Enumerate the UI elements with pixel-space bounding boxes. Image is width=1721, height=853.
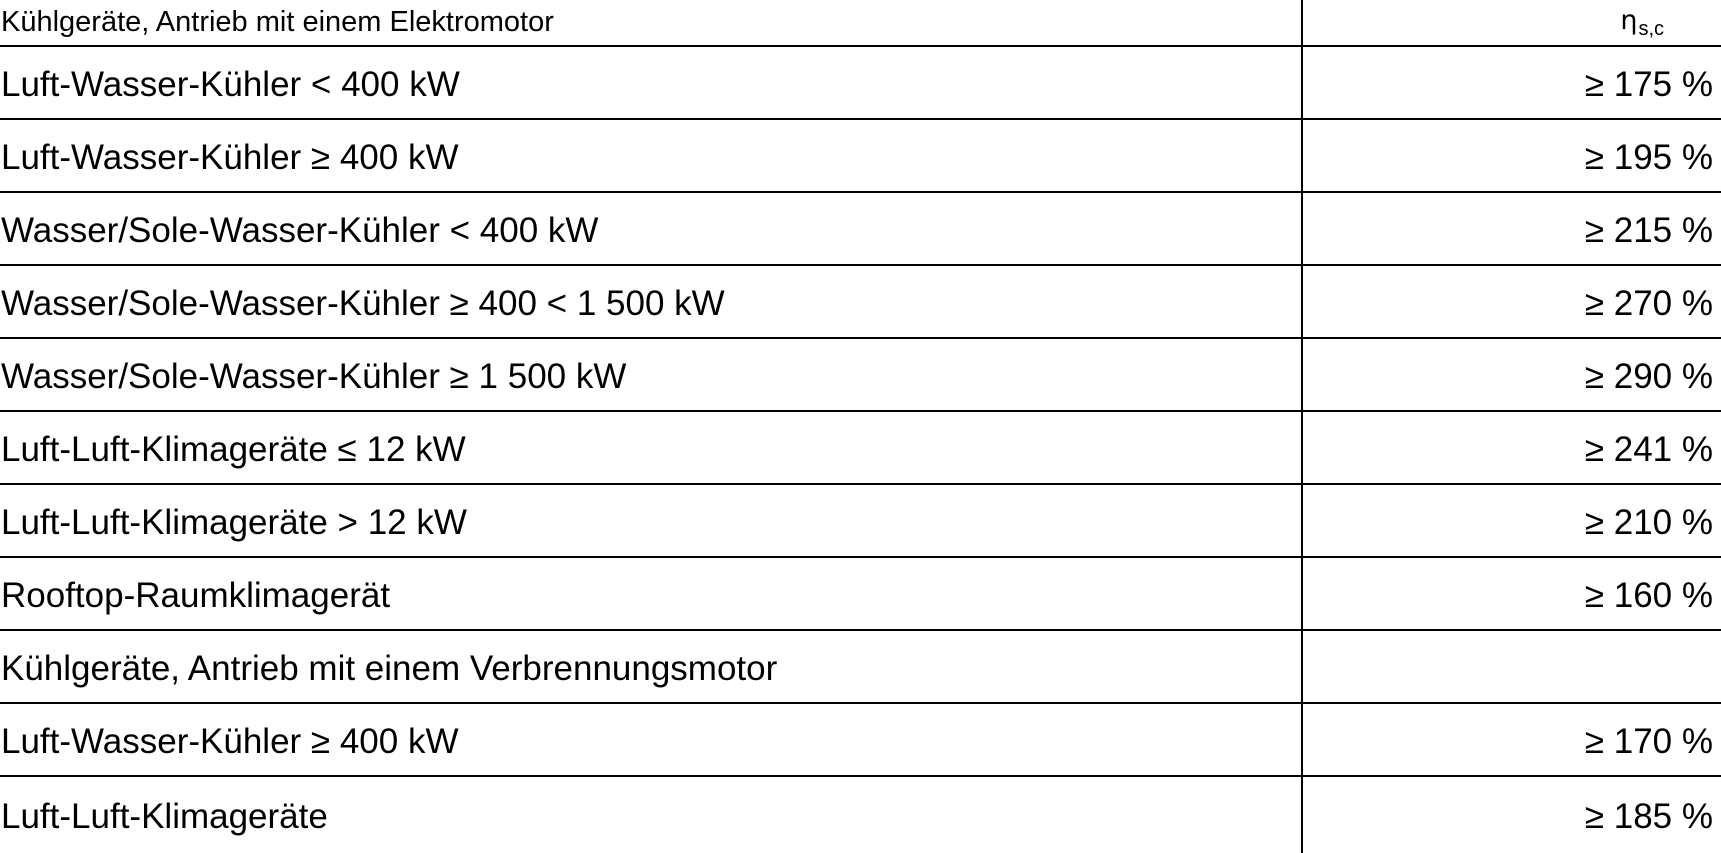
table-row: Wasser/Sole-Wasser-Kühler < 400 kW ≥ 215… [0, 192, 1721, 266]
section-label-combustion-engine: Kühlgeräte, Antrieb mit einem Verbrennun… [0, 630, 1303, 704]
table-row: Rooftop-Raumklimagerät ≥ 160 % [0, 557, 1721, 631]
row-value: ≥ 160 % [1302, 557, 1721, 631]
row-label: Luft-Wasser-Kühler ≥ 400 kW [0, 703, 1303, 777]
row-value: ≥ 290 % [1302, 338, 1721, 412]
table-row: Luft-Luft-Klimageräte ≥ 185 % [0, 776, 1721, 853]
table-row: Luft-Luft-Klimageräte ≤ 12 kW ≥ 241 % [0, 411, 1721, 485]
row-label: Wasser/Sole-Wasser-Kühler ≥ 400 < 1 500 … [0, 265, 1303, 339]
table-row: Luft-Wasser-Kühler ≥ 400 kW ≥ 170 % [0, 703, 1721, 777]
row-value: ≥ 215 % [1302, 192, 1721, 266]
row-value: ≥ 270 % [1302, 265, 1721, 339]
row-value [1302, 630, 1721, 704]
row-label: Luft-Wasser-Kühler < 400 kW [0, 46, 1303, 120]
table-row: Luft-Wasser-Kühler < 400 kW ≥ 175 % [0, 46, 1721, 120]
row-value: ≥ 241 % [1302, 411, 1721, 485]
row-value: ≥ 175 % [1302, 46, 1721, 120]
row-value: ≥ 210 % [1302, 484, 1721, 558]
eta-subscript: s,c [1638, 18, 1664, 40]
row-label: Wasser/Sole-Wasser-Kühler < 400 kW [0, 192, 1303, 266]
table-header-row: Kühlgeräte, Antrieb mit einem Elektromot… [0, 0, 1721, 47]
table-row: Luft-Luft-Klimageräte > 12 kW ≥ 210 % [0, 484, 1721, 558]
row-label: Luft-Wasser-Kühler ≥ 400 kW [0, 119, 1303, 193]
eta-symbol: η [1620, 5, 1638, 36]
row-value: ≥ 170 % [1302, 703, 1721, 777]
row-label: Wasser/Sole-Wasser-Kühler ≥ 1 500 kW [0, 338, 1303, 412]
row-label: Luft-Luft-Klimageräte [0, 776, 1303, 853]
row-value: ≥ 185 % [1584, 797, 1713, 836]
header-efficiency-symbol: ηs,c [1302, 0, 1721, 47]
row-label: Luft-Luft-Klimageräte ≤ 12 kW [0, 411, 1303, 485]
row-value: ≥ 195 % [1302, 119, 1721, 193]
table-row: Wasser/Sole-Wasser-Kühler ≥ 1 500 kW ≥ 2… [0, 338, 1721, 412]
section-header-row: Kühlgeräte, Antrieb mit einem Verbrennun… [0, 630, 1721, 704]
table-row: Luft-Wasser-Kühler ≥ 400 kW ≥ 195 % [0, 119, 1721, 193]
row-label: Luft-Luft-Klimageräte > 12 kW [0, 484, 1303, 558]
header-category-electric-motor: Kühlgeräte, Antrieb mit einem Elektromot… [0, 0, 1303, 47]
table-row: Wasser/Sole-Wasser-Kühler ≥ 400 < 1 500 … [0, 265, 1721, 339]
row-label: Rooftop-Raumklimagerät [0, 557, 1303, 631]
